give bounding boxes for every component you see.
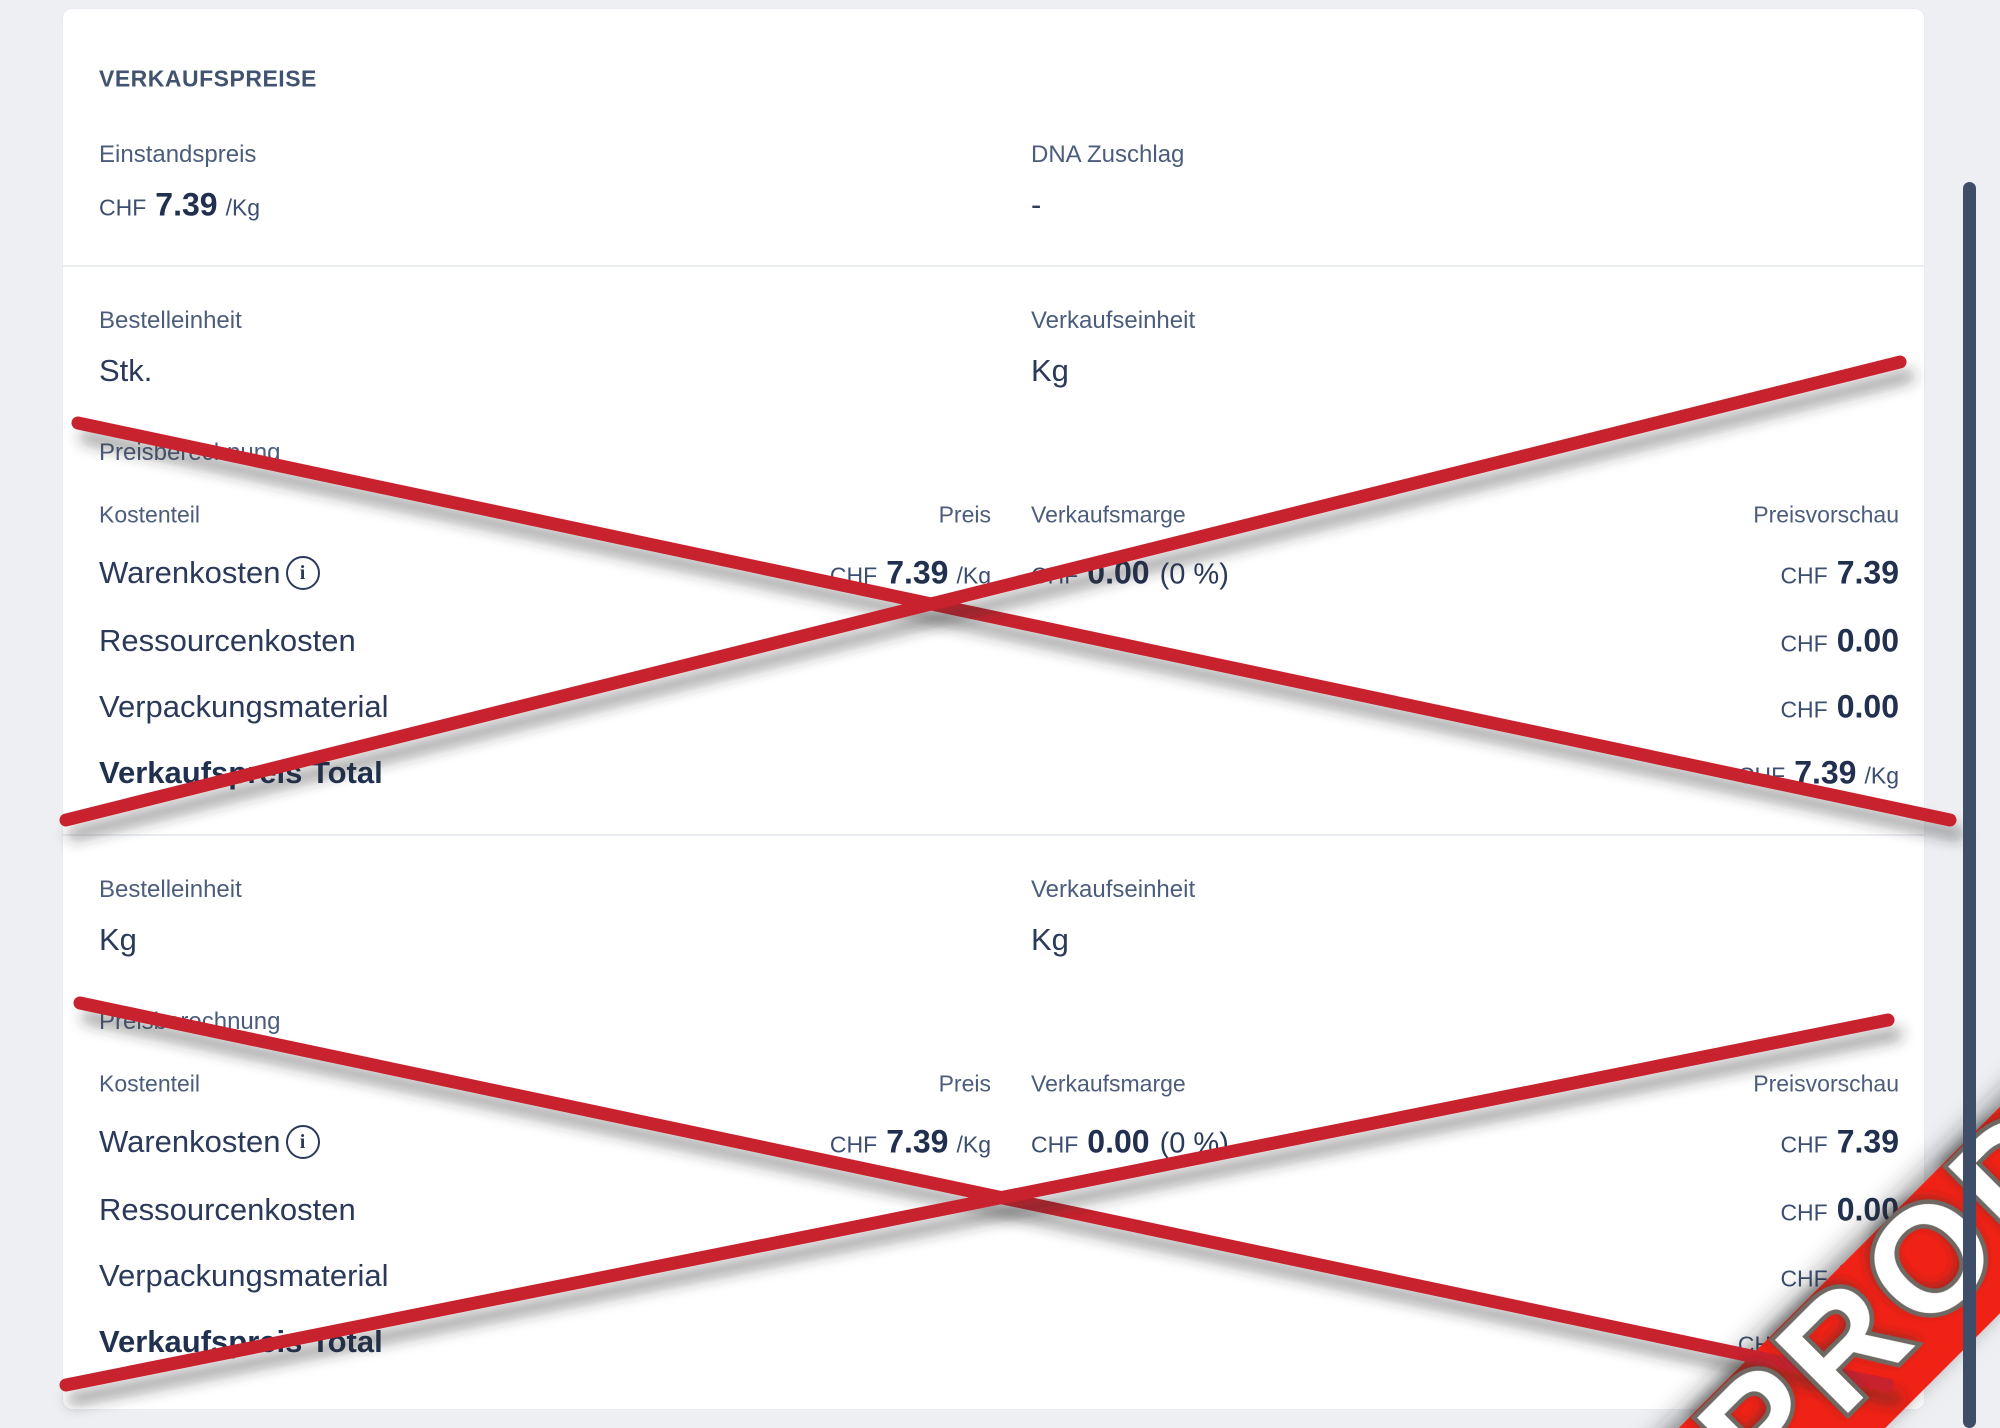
unit: /Kg (1864, 1331, 1899, 1358)
divider (63, 265, 1924, 267)
preview-cell: CHF 7.39 /Kg (1738, 755, 1899, 792)
dna-surcharge-value: - (1031, 187, 1042, 222)
col-header-preisvorschau: Preisvorschau (1753, 501, 1899, 528)
preview-cell: CHF 7.39 /Kg (1738, 1324, 1899, 1361)
currency-code: CHF (1737, 1331, 1786, 1358)
purchase-price-value: CHF 7.39 /Kg (99, 187, 260, 224)
currency-code: CHF (1031, 1131, 1079, 1158)
table-row-label: Verpackungsmaterial (99, 1258, 389, 1294)
divider (63, 834, 1924, 836)
scrollbar-thumb[interactable] (1963, 182, 1976, 1428)
sales-unit-label: Verkaufseinheit (1031, 307, 1196, 334)
col-header-verkaufsmarge: Verkaufsmarge (1031, 1070, 1186, 1097)
table-row-label: Ressourcenkosten (99, 1192, 356, 1228)
currency-code: CHF (829, 1131, 878, 1158)
pricing-card: VERKAUFSPREISE Einstandspreis CHF 7.39 /… (62, 8, 1925, 1410)
order-unit-label: Bestelleinheit (99, 307, 242, 334)
currency-code: CHF (99, 194, 147, 221)
unit: /Kg (225, 194, 261, 221)
card-title: VERKAUFSPREISE (99, 65, 317, 92)
amount: 7.39 (1836, 1123, 1899, 1160)
currency-code: CHF (1031, 562, 1079, 589)
purchase-price-label: Einstandspreis (99, 141, 257, 168)
col-header-verkaufsmarge: Verkaufsmarge (1031, 501, 1186, 528)
margin-percent: (0 %) (1159, 1127, 1229, 1160)
currency-code: CHF (1780, 1131, 1828, 1158)
amount: 0.00 (1836, 622, 1899, 659)
col-header-preisvorschau: Preisvorschau (1753, 1070, 1899, 1097)
sales-unit-value: Kg (1031, 353, 1069, 388)
amount: 7.39 (1794, 754, 1857, 791)
currency-code: CHF (829, 562, 878, 589)
amount: 0.00 (1836, 1257, 1899, 1294)
sales-unit-label: Verkaufseinheit (1031, 876, 1196, 903)
currency-code: CHF (1780, 1265, 1828, 1292)
price-section-2: Bestelleinheit Kg Verkaufseinheit Kg Pre… (99, 834, 1899, 1403)
currency-code: CHF (1780, 1199, 1828, 1226)
price-section-1: Bestelleinheit Stk. Verkaufseinheit Kg P… (99, 265, 1899, 834)
amount: 0.00 (1836, 688, 1899, 725)
currency-code: CHF (1780, 630, 1828, 657)
cost-label: Ressourcenkosten (99, 623, 356, 658)
table-row-label: Verkaufspreis Total (99, 755, 383, 791)
margin-cell: CHF 0.00 (0 %) (1031, 1124, 1229, 1161)
amount: 0.00 (1087, 1123, 1150, 1160)
table-row-label: Verpackungsmaterial (99, 689, 389, 725)
order-unit-value: Stk. (99, 353, 153, 388)
cost-label: Verpackungsmaterial (99, 1258, 389, 1293)
preview-cell: CHF 0.00 (1780, 689, 1899, 726)
currency-code: CHF (1780, 562, 1828, 589)
order-unit-value: Kg (99, 922, 137, 957)
sales-unit-value: Kg (1031, 922, 1069, 957)
cost-label: Verpackungsmaterial (99, 689, 389, 724)
amount: 7.39 (155, 186, 218, 223)
total-label: Verkaufspreis Total (99, 755, 383, 790)
table-row-label: Verkaufspreis Total (99, 1324, 383, 1360)
amount: 0.00 (1836, 1191, 1899, 1228)
amount: 0.00 (1087, 554, 1150, 591)
margin-percent: (0 %) (1159, 558, 1229, 591)
order-unit-label: Bestelleinheit (99, 876, 242, 903)
unit: /Kg (1864, 762, 1899, 789)
amount: 7.39 (1836, 554, 1899, 591)
preview-cell: CHF 0.00 (1780, 623, 1899, 660)
currency-code: CHF (1780, 696, 1828, 723)
price-cell: CHF 7.39 /Kg (99, 1124, 991, 1161)
amount: 7.39 (1794, 1323, 1857, 1360)
col-header-preis: Preis (938, 1070, 991, 1097)
price-cell: CHF 7.39 /Kg (99, 555, 991, 592)
table-row-label: Ressourcenkosten (99, 623, 356, 659)
calc-section-title: Preisberechnung (99, 439, 281, 466)
calc-section-title: Preisberechnung (99, 1008, 281, 1035)
unit: /Kg (956, 1131, 991, 1158)
unit: /Kg (956, 562, 991, 589)
preview-cell: CHF 7.39 (1780, 555, 1899, 592)
amount: 7.39 (886, 554, 949, 591)
margin-cell: CHF 0.00 (0 %) (1031, 555, 1229, 592)
preview-cell: CHF 7.39 (1780, 1124, 1899, 1161)
col-header-preis: Preis (938, 501, 991, 528)
total-label: Verkaufspreis Total (99, 1324, 383, 1359)
preview-cell: CHF 0.00 (1780, 1258, 1899, 1295)
preview-cell: CHF 0.00 (1780, 1192, 1899, 1229)
dna-surcharge-label: DNA Zuschlag (1031, 141, 1185, 168)
currency-code: CHF (1737, 762, 1786, 789)
cost-label: Ressourcenkosten (99, 1192, 356, 1227)
amount: 7.39 (886, 1123, 949, 1160)
